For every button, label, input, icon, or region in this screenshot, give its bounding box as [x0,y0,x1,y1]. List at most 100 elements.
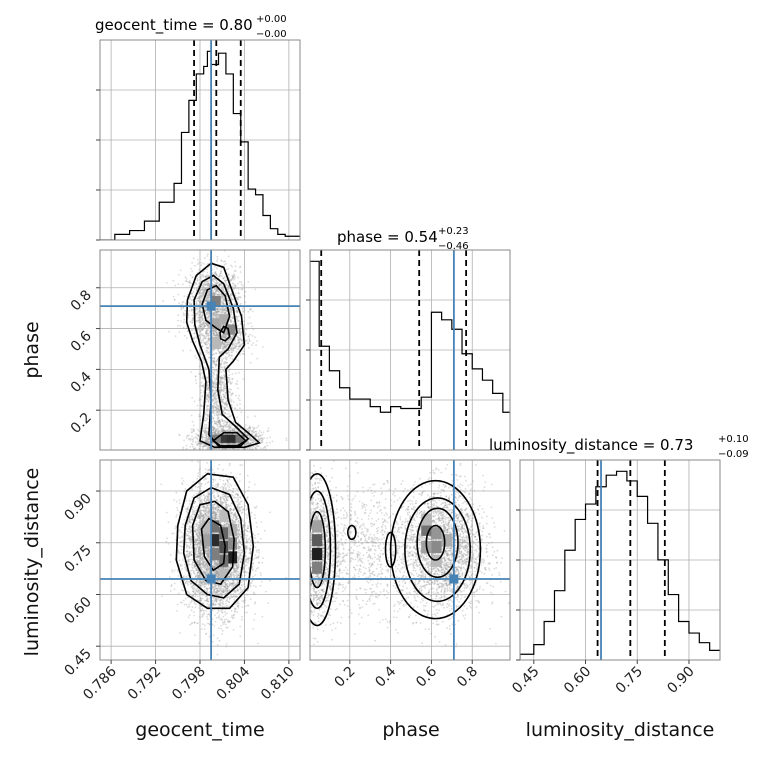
pair-geocent_time-phase-point [216,258,219,260]
pair-geocent_time-phase-point [225,332,227,334]
pair-geocent_time-phase-point [238,331,241,334]
pair-geocent_time-phase-point [256,445,259,447]
pair-geocent_time-phase-point [208,300,211,302]
pair-geocent_time-phase-point [239,403,242,405]
pair-geocent_time-phase-point [206,300,208,302]
pair-geocent_time-phase-point [229,347,232,350]
pair-geocent_time-phase-point [249,452,251,454]
pair-geocent_time-phase-point [192,452,194,454]
pair-geocent_time-phase-point [205,296,208,299]
pair-geocent_time-phase-point [181,303,184,306]
pair-geocent_time-phase-point [208,310,211,313]
pair-geocent_time-phase-point [285,437,288,440]
pair-geocent_time-phase-point [249,322,252,324]
pair-geocent_time-phase-point [208,284,211,287]
pair-geocent_time-phase-point [222,302,225,305]
pair-geocent_time-phase-point [250,453,252,455]
pair-geocent_time-phase-point [223,299,226,302]
pair-geocent_time-phase-point [196,277,199,280]
pair-geocent_time-phase-point [227,452,229,454]
pair-geocent_time-phase-point [227,355,230,358]
pair-geocent_time-phase-point [259,453,261,455]
pair-geocent_time-phase-point [242,306,245,309]
pair-geocent_time-phase-point [218,451,220,453]
pair-geocent_time-phase-point [195,357,198,359]
pair-geocent_time-phase-point [204,450,206,452]
pair-geocent_time-phase-point [249,308,251,311]
pair-geocent_time-phase-point [207,329,210,331]
pair-geocent_time-phase-point [262,346,264,348]
pair-geocent_time-phase-point [205,413,207,416]
pair-geocent_time-phase-point [222,298,225,301]
pair-geocent_time-phase-point [222,406,225,408]
pair-geocent_time-phase-point [199,276,202,278]
pair-geocent_time-phase-point [212,293,215,295]
pair-geocent_time-phase-point [225,352,228,355]
pair-geocent_time-phase-point [205,404,208,407]
pair-geocent_time-phase-point [215,378,218,381]
pair-geocent_time-phase-point [205,275,208,278]
pair-geocent_time-phase-point [225,451,227,453]
pair-geocent_time-phase-point [225,454,227,456]
pair-geocent_time-phase-point [218,310,220,313]
pair-geocent_time-phase-point [201,384,204,387]
pair-geocent_time-phase-point [225,307,228,310]
pair-geocent_time-phase-point [198,317,201,319]
pair-geocent_time-phase-point [221,301,224,303]
pair-geocent_time-phase-point [219,376,222,379]
pair-geocent_time-phase-point [213,287,216,290]
pair-geocent_time-phase-point [232,347,235,350]
pair-geocent_time-phase-point [248,316,251,319]
pair-geocent_time-phase-point [219,283,221,286]
pair-geocent_time-phase-point [185,437,188,439]
pair-geocent_time-phase-point [225,329,228,332]
pair-geocent_time-phase-point [221,336,224,338]
pair-geocent_time-phase-point [230,311,233,314]
pair-geocent_time-phase-point [215,422,218,425]
pair-geocent_time-phase-point [246,416,249,419]
pair-geocent_time-phase-point [204,302,207,305]
pair-geocent_time-phase-point [206,316,208,319]
pair-geocent_time-phase-point [241,288,244,291]
pair-geocent_time-phase-point [220,270,222,272]
pair-geocent_time-phase-point [243,454,245,456]
pair-geocent_time-phase-point [217,414,220,417]
pair-geocent_time-phase-point [226,341,229,344]
pair-geocent_time-phase-point [202,339,205,342]
pair-geocent_time-phase-point [190,309,193,312]
pair-geocent_time-phase-point [222,295,225,298]
pair-geocent_time-phase-point [228,458,230,460]
pair-geocent_time-phase-point [228,303,231,305]
pair-geocent_time-phase-point [233,288,236,290]
pair-geocent_time-phase-point [217,283,220,286]
pair-geocent_time-phase-point [234,347,237,350]
pair-geocent_time-phase-point [228,378,231,381]
pair-geocent_time-phase-point [213,292,215,295]
pair-geocent_time-phase-point [241,456,243,458]
pair-geocent_time-phase-point [239,271,242,273]
pair-geocent_time-phase-point [208,313,211,315]
pair-geocent_time-phase-point [198,283,201,285]
pair-geocent_time-phase-point [197,262,200,264]
pair-geocent_time-phase-point [190,282,192,284]
pair-geocent_time-phase-point [200,289,202,292]
pair-geocent_time-phase-point [227,339,230,342]
pair-geocent_time-phase-point [223,303,226,306]
pair-geocent_time-phase-point [215,311,218,314]
pair-geocent_time-phase-point [208,351,211,354]
pair-geocent_time-phase-point [253,455,255,457]
pair-geocent_time-phase-point [248,452,250,454]
pair-geocent_time-phase-point [216,307,219,310]
pair-geocent_time-phase-point [249,452,251,454]
pair-geocent_time-phase-point [200,333,203,335]
pair-geocent_time-phase-point [205,397,208,400]
pair-geocent_time-phase-point [229,319,232,322]
pair-geocent_time-phase-point [222,335,224,338]
pair-geocent_time-phase-point [221,300,224,302]
pair-geocent_time-phase-point [237,298,240,301]
pair-geocent_time-phase-point [211,291,214,294]
pair-geocent_time-phase-point [239,333,242,335]
pair-geocent_time-phase-point [205,299,208,302]
pair-geocent_time-phase-point [230,293,233,295]
pair-geocent_time-phase-point [208,285,211,288]
